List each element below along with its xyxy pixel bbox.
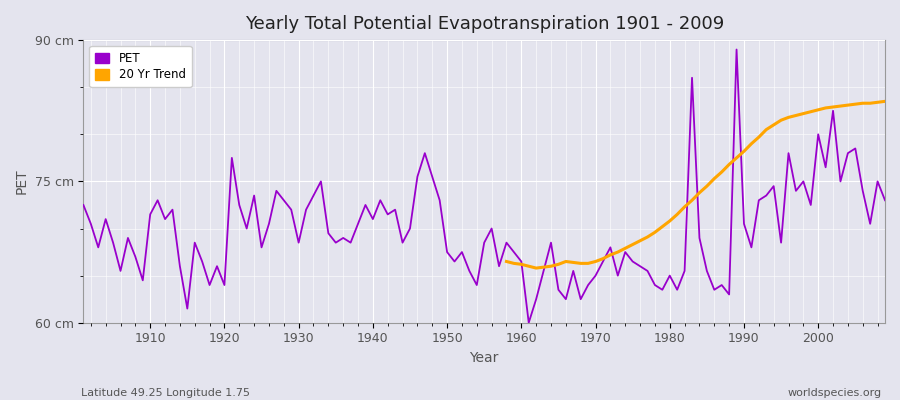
Legend: PET, 20 Yr Trend: PET, 20 Yr Trend [89, 46, 192, 87]
Y-axis label: PET: PET [15, 169, 29, 194]
Text: Latitude 49.25 Longitude 1.75: Latitude 49.25 Longitude 1.75 [81, 388, 250, 398]
X-axis label: Year: Year [470, 351, 499, 365]
Title: Yearly Total Potential Evapotranspiration 1901 - 2009: Yearly Total Potential Evapotranspiratio… [245, 15, 724, 33]
Text: worldspecies.org: worldspecies.org [788, 388, 882, 398]
